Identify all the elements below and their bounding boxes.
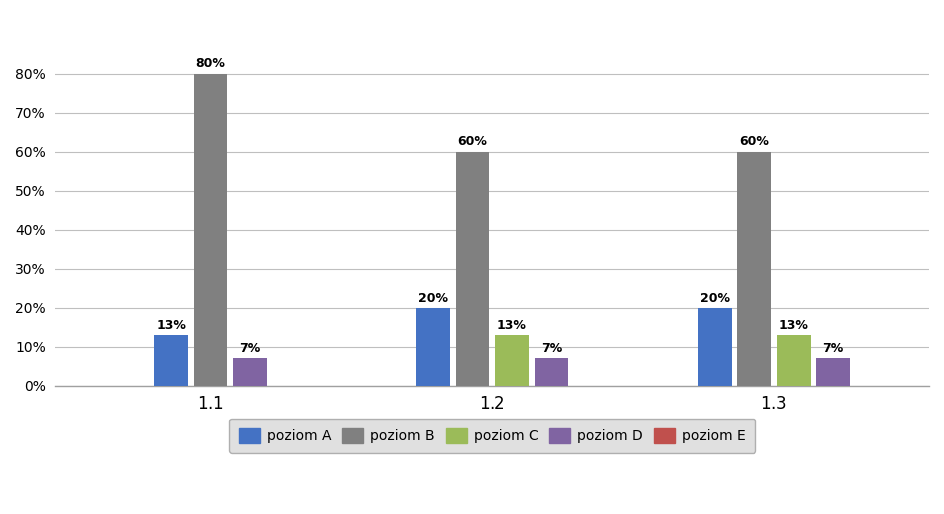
Legend: poziom A, poziom B, poziom C, poziom D, poziom E: poziom A, poziom B, poziom C, poziom D, … — [229, 418, 755, 453]
Bar — [534, 358, 568, 386]
Text: 13%: 13% — [779, 319, 809, 332]
Text: 60%: 60% — [739, 136, 769, 149]
Bar — [194, 74, 228, 386]
Text: 20%: 20% — [418, 291, 448, 304]
Bar — [777, 335, 811, 386]
Bar — [416, 308, 450, 386]
Text: 20%: 20% — [700, 291, 730, 304]
Text: 7%: 7% — [239, 342, 261, 355]
Bar — [233, 358, 267, 386]
Text: 13%: 13% — [497, 319, 527, 332]
Bar — [456, 152, 489, 386]
Text: 60%: 60% — [458, 136, 487, 149]
Bar — [737, 152, 771, 386]
Text: 7%: 7% — [822, 342, 844, 355]
Bar — [817, 358, 851, 386]
Bar — [698, 308, 732, 386]
Text: 80%: 80% — [195, 58, 226, 70]
Bar — [495, 335, 529, 386]
Bar — [154, 335, 188, 386]
Text: 13%: 13% — [156, 319, 186, 332]
Text: 7%: 7% — [541, 342, 562, 355]
